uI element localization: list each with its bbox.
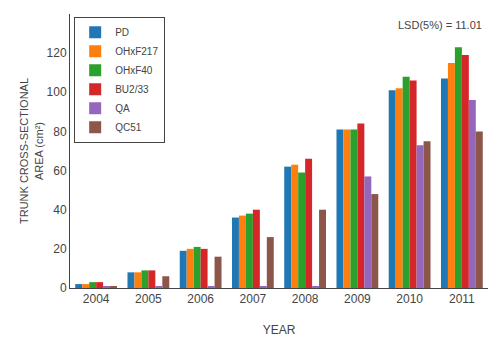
svg-text:2011: 2011 <box>449 292 475 306</box>
svg-text:2010: 2010 <box>396 292 423 306</box>
svg-text:20: 20 <box>53 242 67 256</box>
svg-text:100: 100 <box>47 85 67 99</box>
svg-text:2009: 2009 <box>344 292 371 306</box>
svg-text:QC51: QC51 <box>115 122 142 133</box>
svg-text:TRUNK CROSS-SECTIONALAREA (cm²: TRUNK CROSS-SECTIONALAREA (cm²) <box>18 78 44 224</box>
svg-text:OHxF217: OHxF217 <box>115 46 158 57</box>
svg-text:2004: 2004 <box>83 292 110 306</box>
svg-text:2006: 2006 <box>187 292 214 306</box>
svg-text:YEAR: YEAR <box>263 323 296 337</box>
svg-text:120: 120 <box>47 46 67 60</box>
svg-text:LSD(5%) = 11.01: LSD(5%) = 11.01 <box>398 19 482 31</box>
svg-text:OHxF40: OHxF40 <box>115 65 153 76</box>
svg-text:40: 40 <box>53 203 67 217</box>
svg-text:60: 60 <box>53 164 67 178</box>
svg-text:QA: QA <box>115 103 130 114</box>
svg-text:PD: PD <box>115 27 129 38</box>
svg-text:2007: 2007 <box>240 292 267 306</box>
svg-text:0: 0 <box>60 281 67 295</box>
svg-text:2008: 2008 <box>292 292 319 306</box>
svg-text:2005: 2005 <box>135 292 162 306</box>
svg-text:BU2/33: BU2/33 <box>115 84 149 95</box>
svg-text:80: 80 <box>53 125 67 139</box>
